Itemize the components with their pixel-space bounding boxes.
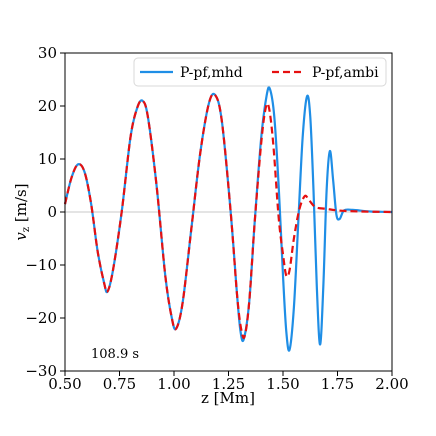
- series-line-mhd: [63, 86, 393, 352]
- time-annotation: 108.9 s: [91, 347, 139, 362]
- y-axis: −30 −20 −10 0 10 20 30: [25, 44, 65, 380]
- x-axis: 0.50 0.75 1.00 1.25 1.50 1.75 2.00: [48, 371, 409, 393]
- y-axis-title: vz [m/s]: [12, 183, 32, 240]
- legend-label-ambi: P-pf,ambi: [312, 65, 379, 81]
- y-tick-label: −20: [25, 309, 57, 327]
- x-tick-label: 1.50: [266, 375, 299, 393]
- x-tick-label: 1.25: [212, 375, 245, 393]
- y-tick-label: −10: [25, 256, 57, 274]
- x-tick-label: 0.75: [103, 375, 136, 393]
- legend-label-mhd: P-pf,mhd: [180, 65, 243, 81]
- y-tick-label: 30: [38, 44, 57, 62]
- series-line-ambi: [63, 92, 393, 340]
- y-tick-label: 0: [47, 203, 57, 221]
- legend-box: [133, 57, 387, 87]
- series-layer: [63, 86, 393, 352]
- y-tick-label: 20: [38, 97, 57, 115]
- legend: P-pf,mhd P-pf,ambi: [133, 57, 387, 87]
- x-axis-title: z [Mm]: [201, 389, 255, 407]
- x-tick-label: 0.50: [48, 375, 81, 393]
- x-tick-label: 1.75: [321, 375, 354, 393]
- y-tick-label: −30: [25, 362, 57, 380]
- y-tick-label: 10: [38, 150, 57, 168]
- x-tick-label: 1.00: [157, 375, 190, 393]
- x-tick-label: 2.00: [375, 375, 408, 393]
